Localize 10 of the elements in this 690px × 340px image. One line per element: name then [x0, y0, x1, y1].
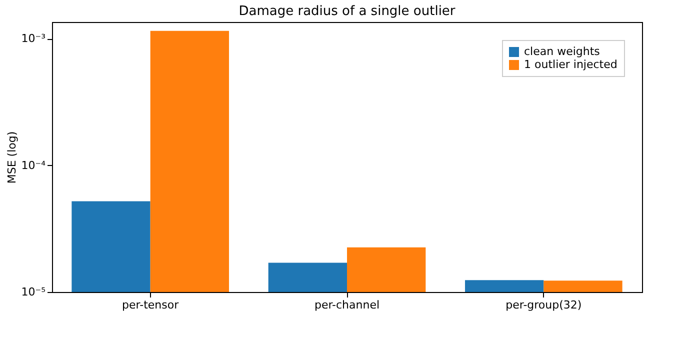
chart-title: Damage radius of a single outlier	[238, 4, 456, 19]
x-tick-label: per-channel	[314, 298, 380, 312]
legend-label: clean weights	[524, 45, 600, 58]
y-tick-label: 10⁻⁵	[21, 286, 46, 298]
y-axis-title: MSE (log)	[5, 131, 18, 184]
legend-label: 1 outlier injected	[524, 58, 618, 71]
y-tick-label: 10⁻³	[21, 32, 46, 46]
y-tick-label: 10⁻⁴	[21, 158, 46, 172]
x-tick-label: per-tensor	[122, 298, 180, 312]
x-tick-label: per-group(32)	[506, 298, 582, 312]
